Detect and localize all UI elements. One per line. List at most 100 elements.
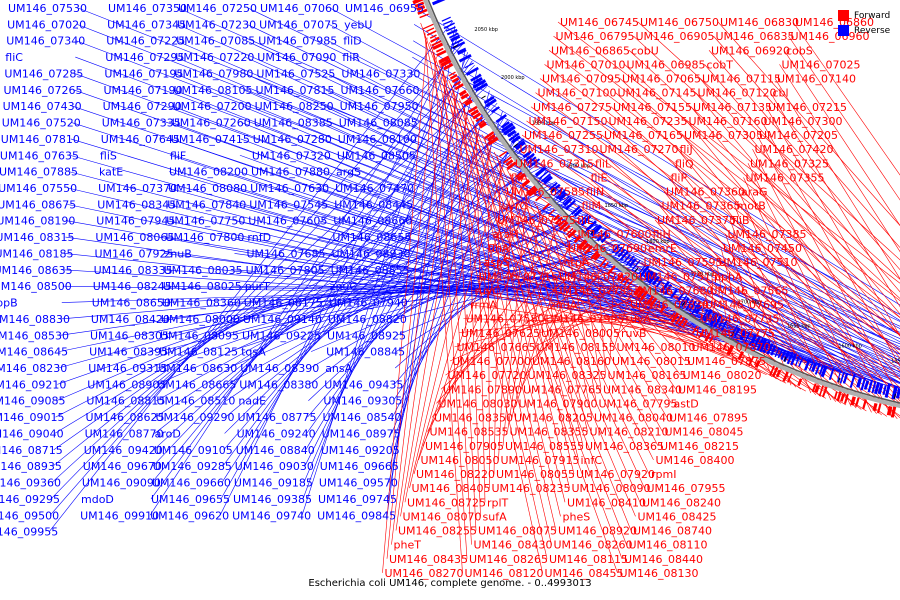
- reverse-leader-line: [405, 171, 825, 367]
- forward-leader-line: [779, 64, 900, 253]
- reverse-gene-label: UM146_09385: [233, 493, 312, 506]
- reverse-gene-block: [465, 66, 479, 76]
- forward-gene-label: UM146_08350: [434, 412, 513, 425]
- reverse-gene-label: UM146_07295: [105, 51, 184, 64]
- reverse-gene-block: [708, 312, 716, 324]
- forward-gene-label: fliB: [732, 214, 750, 227]
- reverse-leader-line: [242, 105, 900, 384]
- reverse-gene-label: znuB: [165, 247, 192, 260]
- reverse-gene-label: UM146_09955: [0, 526, 58, 539]
- reverse-gene-label: UM146_07660: [341, 84, 420, 97]
- forward-gene-block: [775, 369, 782, 378]
- reverse-leader-line: [322, 138, 876, 383]
- reverse-leader-line: [221, 77, 483, 483]
- forward-gene-label: UM146_08535: [430, 426, 509, 439]
- reverse-gene-label: UM146_09085: [0, 395, 65, 408]
- forward-gene-label: UM146_08070: [403, 510, 482, 523]
- reverse-leader-line: [176, 24, 900, 339]
- forward-leader-line: [526, 120, 900, 393]
- forward-gene-label: UM146_08110: [629, 539, 708, 552]
- forward-gene-label: UM146_07155: [613, 101, 692, 114]
- forward-gene-label: pheS: [563, 510, 591, 523]
- forward-gene-label: UM146_08440: [624, 553, 703, 566]
- forward-leader-line: [475, 125, 486, 503]
- forward-gene-label: UM146_07315: [515, 157, 594, 170]
- forward-gene-label: UM146_07700: [452, 355, 531, 368]
- forward-gene-label: UM146_07010: [547, 58, 626, 71]
- forward-gene-block: [506, 161, 518, 171]
- forward-gene-label: UM146_07065: [622, 73, 701, 86]
- forward-leader-line: [464, 107, 481, 517]
- reverse-gene-block: [884, 383, 891, 398]
- reverse-gene-label: aroD: [155, 427, 181, 440]
- reverse-gene-label: UM146_07285: [4, 67, 83, 80]
- reverse-gene-label: UM146_09740: [232, 509, 311, 522]
- legend-reverse: Reverse: [838, 23, 890, 38]
- reverse-gene-block: [748, 334, 758, 347]
- reverse-gene-block: [839, 371, 845, 384]
- forward-leader-line: [450, 84, 557, 531]
- forward-gene-block: [527, 186, 539, 197]
- reverse-gene-block: [713, 315, 722, 328]
- forward-gene-block: [704, 333, 711, 342]
- forward-gene-label: fliP: [671, 171, 688, 184]
- forward-leader-line: [551, 221, 593, 418]
- forward-leader-line: [427, 213, 545, 432]
- reverse-gene-block: [442, 20, 453, 26]
- reverse-gene-label: UM146_07840: [167, 198, 246, 211]
- forward-gene-label: UM146_06830: [720, 16, 799, 29]
- forward-gene-block: [818, 384, 825, 397]
- forward-gene-label: UM146_07995: [546, 313, 625, 326]
- forward-feature-labels: UM146_06745 UM146_06750 UM146_06830UM146_0…: [385, 16, 875, 580]
- reverse-gene-label: UM146_07415: [171, 133, 250, 146]
- reverse-gene-label: UM146_07020: [7, 18, 86, 31]
- reverse-leader-line: [155, 162, 541, 418]
- reverse-gene-block: [503, 125, 516, 136]
- forward-gene-block: [412, 0, 424, 5]
- forward-gene-block: [698, 329, 705, 339]
- reverse-gene-label: UM146_09845: [317, 509, 396, 522]
- reverse-gene-label: UM146_07470: [335, 182, 414, 195]
- forward-gene-block: [669, 312, 676, 320]
- tick-mark: [681, 301, 686, 307]
- reverse-gene-block: [774, 346, 780, 358]
- reverse-gene-block: [522, 150, 532, 159]
- reverse-leader-line: [307, 154, 535, 418]
- forward-leader-line: [422, 197, 531, 446]
- forward-leader-line: [699, 78, 900, 315]
- reverse-gene-block: [541, 173, 551, 183]
- forward-leader-line: [395, 93, 457, 531]
- reverse-gene-block: [474, 82, 488, 92]
- reverse-gene-block: [631, 259, 641, 271]
- forward-gene-block: [726, 344, 735, 356]
- reverse-gene-block: [508, 132, 520, 142]
- reverse-leader-line: [323, 122, 900, 389]
- forward-leader-line: [521, 134, 900, 406]
- reverse-gene-label: UM146_07810: [1, 133, 80, 146]
- reverse-gene-label: fliS: [100, 149, 117, 162]
- reverse-leader-line: [153, 123, 511, 451]
- forward-gene-label: UM146_08155: [537, 341, 616, 354]
- forward-leader-line: [506, 168, 654, 461]
- reverse-leader-line: [413, 24, 900, 321]
- reverse-gene-block: [663, 283, 673, 295]
- forward-gene-block: [454, 83, 464, 91]
- reverse-gene-label: UM146_07260: [172, 117, 251, 130]
- reverse-gene-block: [651, 275, 661, 286]
- forward-gene-block: [850, 396, 856, 406]
- forward-leader-line: [711, 276, 715, 349]
- forward-leader-line: [681, 134, 900, 402]
- forward-gene-block: [416, 4, 426, 12]
- reverse-gene-block: [573, 208, 583, 218]
- forward-gene-block: [833, 391, 838, 400]
- reverse-gene-label: yebU: [344, 18, 372, 31]
- forward-leader-line: [690, 106, 900, 359]
- reverse-gene-block: [811, 362, 817, 373]
- reverse-gene-label: UM146_08505: [337, 149, 416, 162]
- forward-gene-label: UM146_07205: [759, 129, 838, 142]
- reverse-gene-label: UM146_09090: [82, 477, 161, 490]
- reverse-gene-block: [542, 175, 553, 185]
- reverse-gene-block: [449, 32, 459, 39]
- reverse-gene-block: [562, 196, 570, 204]
- forward-gene-label: UM146_07580: [466, 313, 545, 326]
